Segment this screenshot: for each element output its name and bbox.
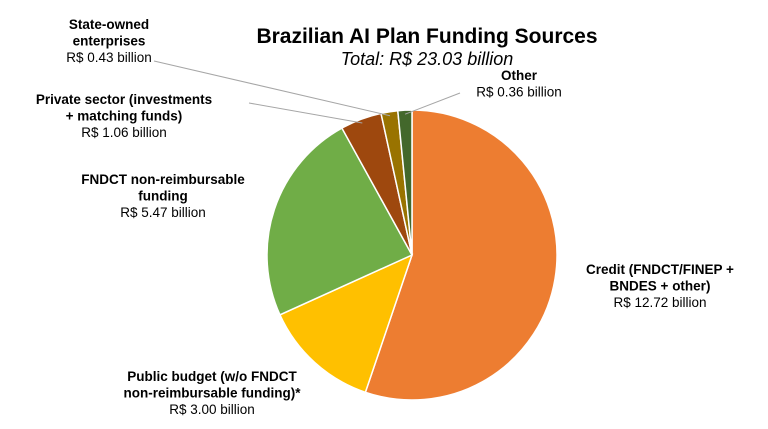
pie-slice <box>364 109 558 401</box>
slice-label-value: R$ 0.43 billion <box>66 50 152 65</box>
slice-label-name: Other <box>501 68 538 83</box>
leader-line <box>404 92 461 115</box>
slice-labels: Credit (FNDCT/FINEP + BNDES + other)R$ 12… <box>36 17 734 417</box>
slice-label-value: R$ 0.36 billion <box>476 85 562 100</box>
slice-label-name: funding <box>138 189 187 204</box>
slice-label-value: R$ 3.00 billion <box>169 402 255 417</box>
leader-lines <box>153 60 461 124</box>
slice-label-name: Private sector (investments <box>36 92 212 107</box>
slice-label-value: R$ 5.47 billion <box>120 205 206 220</box>
slice-label-value: R$ 1.06 billion <box>81 125 167 140</box>
slice-label-name: enterprises <box>73 34 146 49</box>
slice-label-name: FNDCT non-reimbursable <box>81 172 245 187</box>
leader-line <box>153 60 391 117</box>
chart-title: Brazilian AI Plan Funding Sources <box>256 25 597 48</box>
pie-slice <box>278 253 414 394</box>
slice-label-name: non-reimbursable funding)* <box>124 386 302 401</box>
chart-subtitle: Total: R$ 23.03 billion <box>341 49 513 69</box>
slice-label-value: R$ 12.72 billion <box>613 295 706 310</box>
slice-label-name: BNDES + other) <box>610 279 711 294</box>
slice-label-name: Public budget (w/o FNDCT <box>127 369 297 384</box>
pie-slice <box>396 109 413 256</box>
slice-label-name: State-owned <box>69 17 149 32</box>
pie-slice <box>266 127 414 316</box>
pie-slices <box>266 109 558 401</box>
slice-label-name: + matching funds) <box>66 109 183 124</box>
leader-line <box>248 102 363 124</box>
slice-label-name: Credit (FNDCT/FINEP + <box>586 262 734 277</box>
